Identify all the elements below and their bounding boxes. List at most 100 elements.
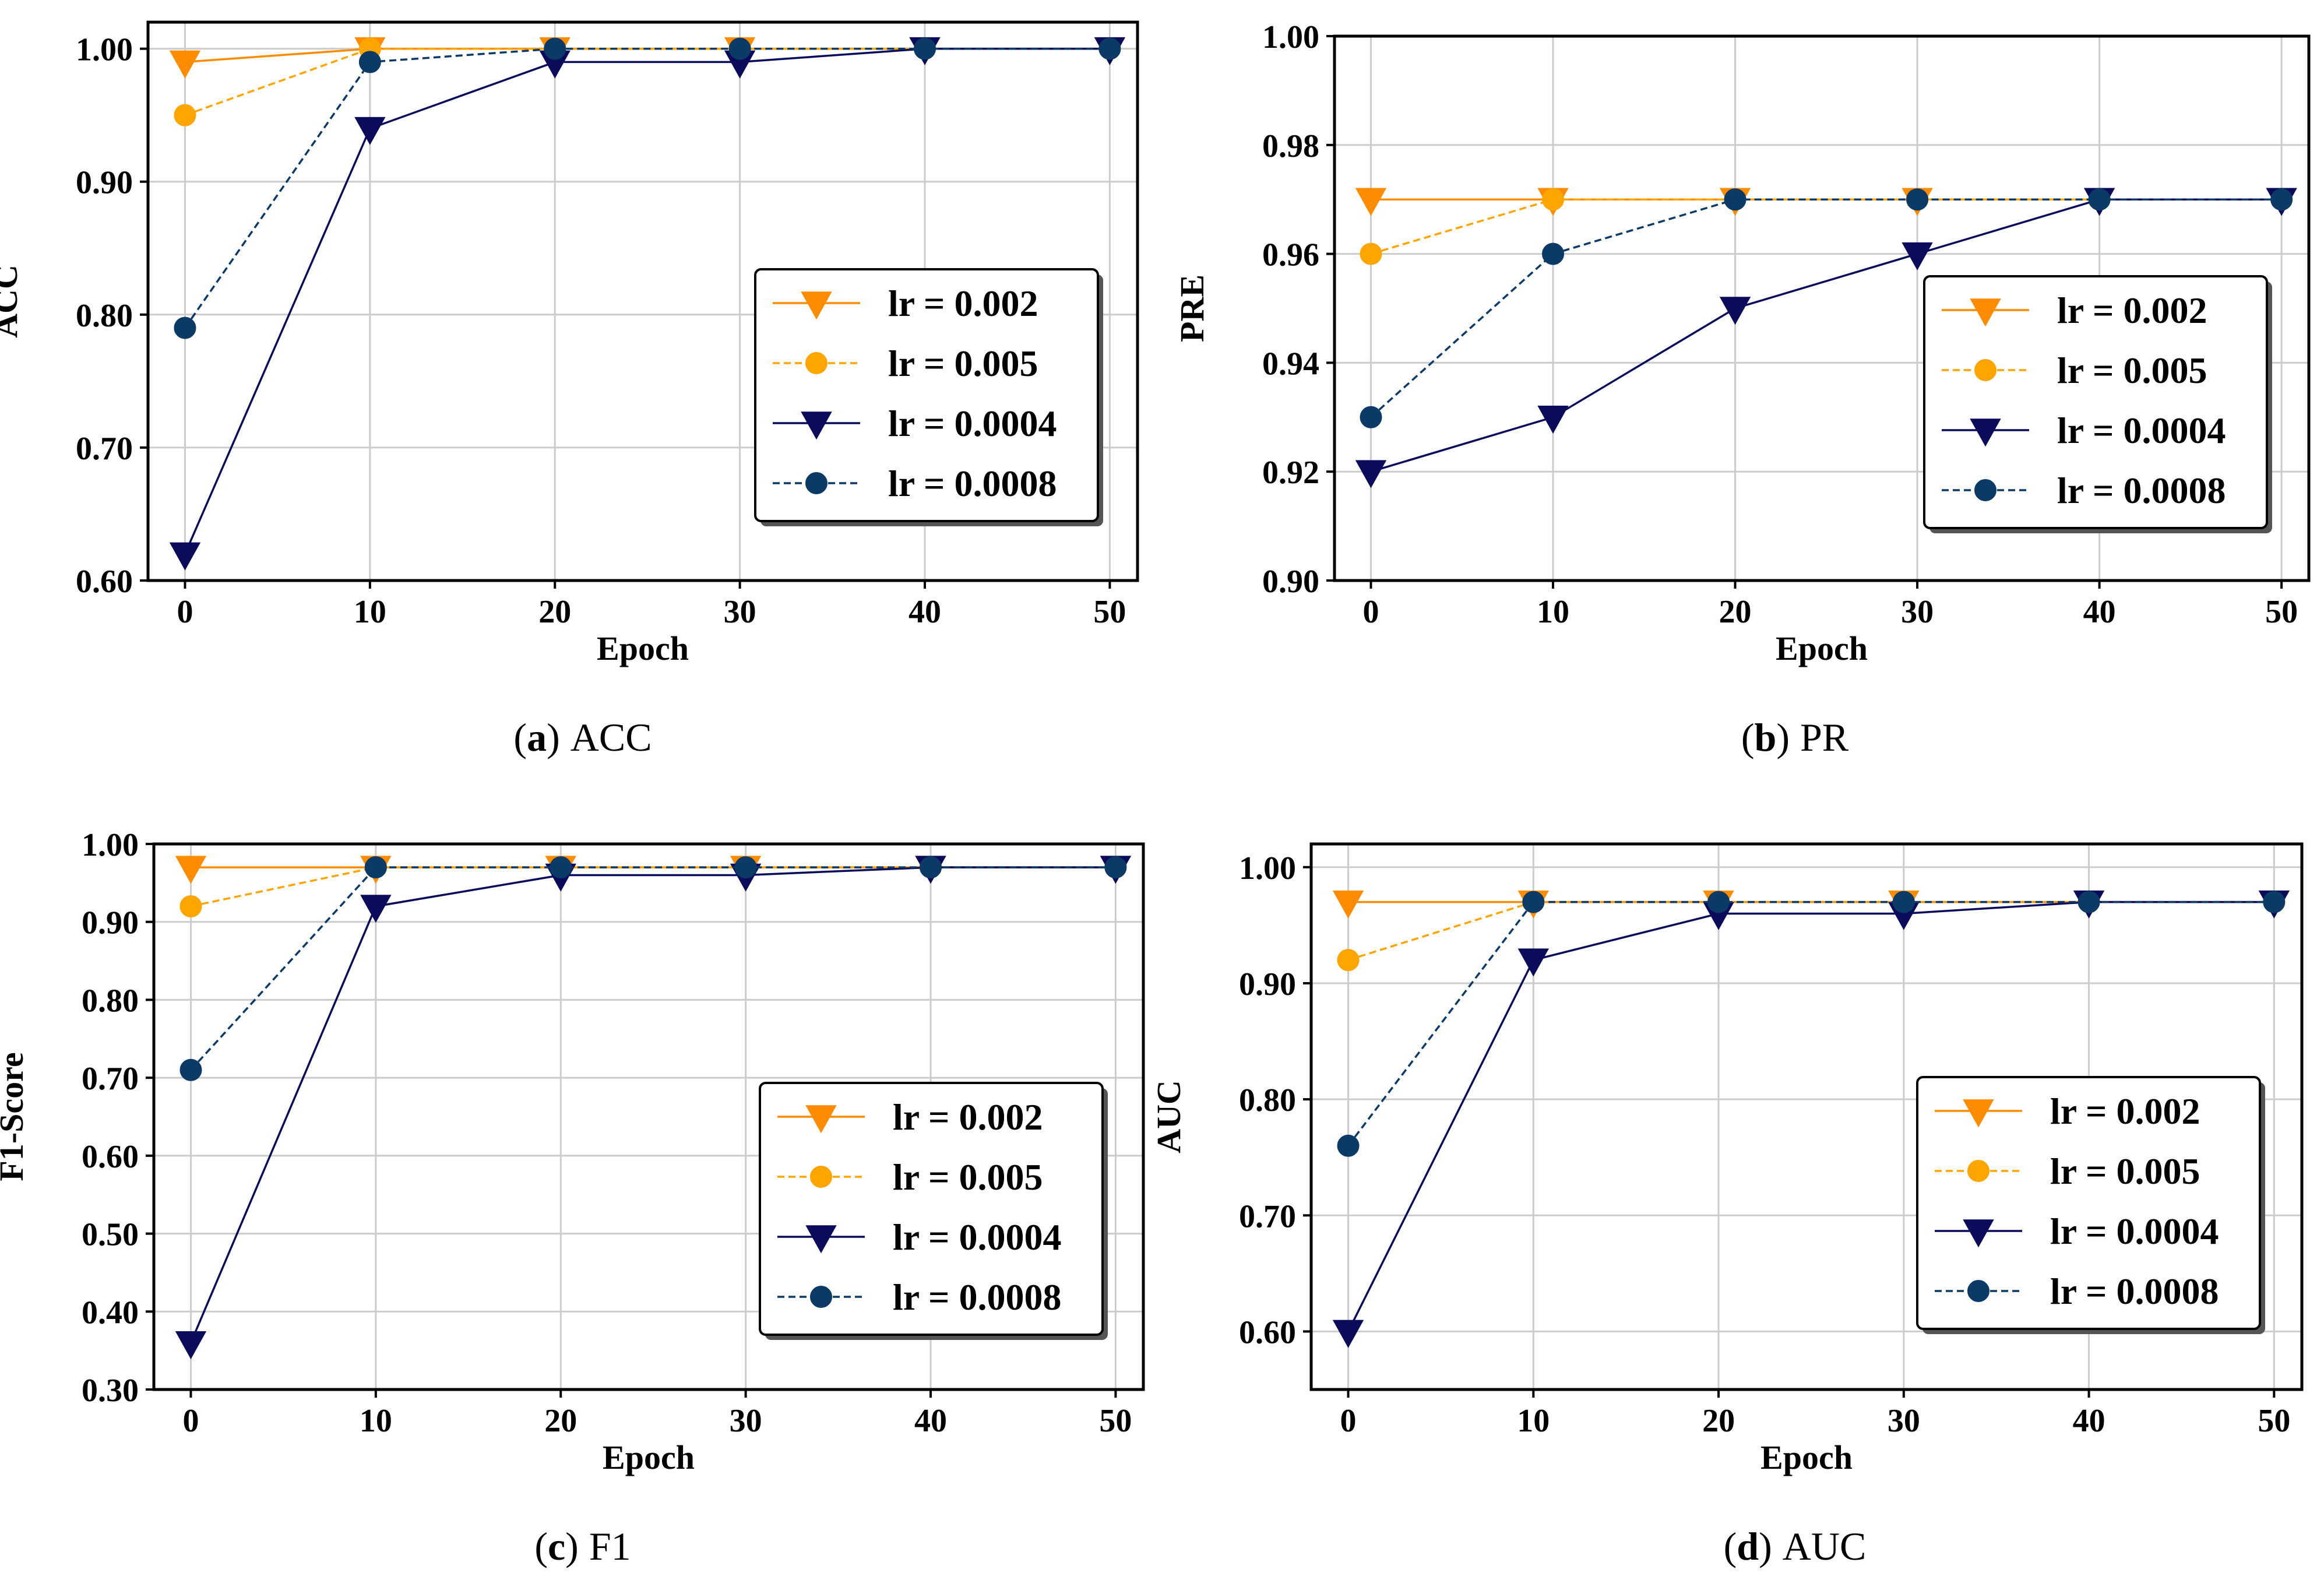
caption-text: AUC xyxy=(1783,1524,1867,1568)
y-axis-label: PRE xyxy=(1173,275,1211,342)
data-point xyxy=(1906,188,1929,211)
x-tick-label: 30 xyxy=(724,594,756,630)
y-tick-label: 1.00 xyxy=(1262,19,1319,55)
legend: lr = 0.002 lr = 0.005 lr = 0.0004 lr = 0.00… xyxy=(759,1082,1108,1340)
legend-marker xyxy=(1967,1280,1990,1302)
legend-label: lr = 0.005 xyxy=(2050,1151,2200,1192)
data-point xyxy=(364,856,387,879)
y-tick-label: 0.50 xyxy=(82,1217,139,1253)
data-point xyxy=(1542,188,1565,211)
legend-marker xyxy=(1967,1160,1990,1182)
data-point xyxy=(179,895,202,917)
legend-label: lr = 0.0008 xyxy=(893,1276,1062,1318)
data-point xyxy=(920,856,942,879)
panel-a: 0 10 20 30 40 50 0.60 0.70 0.80 0.90 1.00 Epoch ACC l… xyxy=(0,20,1139,759)
y-tick-label: 1.00 xyxy=(1239,850,1296,887)
caption-letter: d xyxy=(1737,1524,1759,1568)
y-tick-label: 0.98 xyxy=(1262,128,1319,164)
legend-marker xyxy=(1974,479,1996,501)
y-tick-label: 0.80 xyxy=(76,298,133,334)
series-2 xyxy=(1337,891,2286,972)
data-point xyxy=(1360,242,1382,265)
legend-marker xyxy=(1970,418,2001,447)
series-4 xyxy=(1337,891,2286,1157)
x-axis-label: Epoch xyxy=(1776,629,1868,667)
x-axis-label: Epoch xyxy=(1760,1438,1853,1476)
y-tick-label: 0.60 xyxy=(1239,1314,1296,1350)
x-tick-label: 0 xyxy=(1340,1403,1357,1439)
y-tick-label: 1.00 xyxy=(82,827,139,863)
grid xyxy=(1311,844,2302,1389)
legend-label: lr = 0.005 xyxy=(2057,350,2207,391)
legend-label: lr = 0.0004 xyxy=(888,403,1057,444)
series-1 xyxy=(169,37,1126,79)
legend-label: lr = 0.002 xyxy=(2050,1090,2200,1132)
legend-marker xyxy=(801,291,832,320)
data-point xyxy=(1104,856,1127,879)
legend-marker xyxy=(805,472,828,494)
legend-marker xyxy=(805,1105,837,1134)
y-tick-label: 0.90 xyxy=(1262,564,1319,600)
data-point xyxy=(1337,1134,1360,1157)
series-4 xyxy=(174,37,1121,339)
legend-marker xyxy=(801,411,832,440)
x-tick-label: 20 xyxy=(544,1403,577,1439)
data-point xyxy=(1707,891,1730,913)
caption-letter: c xyxy=(548,1524,565,1568)
x-tick-label: 30 xyxy=(1901,594,1934,630)
data-point xyxy=(728,37,751,60)
legend-marker xyxy=(810,1286,832,1308)
caption: (a) ACC xyxy=(513,715,652,759)
data-point xyxy=(1098,37,1121,60)
caption-paren-open: ( xyxy=(1724,1524,1737,1568)
x-tick-label: 10 xyxy=(354,594,386,630)
caption-paren-open: ( xyxy=(513,715,527,759)
legend-label: lr = 0.0008 xyxy=(2050,1271,2219,1312)
data-point xyxy=(734,856,757,879)
y-tick-label: 0.40 xyxy=(82,1294,139,1331)
x-tick-label: 30 xyxy=(730,1403,762,1439)
data-point xyxy=(1902,242,1933,270)
y-tick-label: 0.90 xyxy=(76,165,133,201)
y-tick-label: 0.90 xyxy=(1239,966,1296,1002)
data-point xyxy=(1360,406,1382,428)
data-point xyxy=(174,316,196,339)
plot-frame xyxy=(1333,34,2311,582)
data-point xyxy=(1337,949,1360,972)
x-tick-label: 20 xyxy=(1719,594,1752,630)
x-tick-label: 0 xyxy=(182,1403,199,1439)
y-tick-label: 0.30 xyxy=(82,1373,139,1409)
series-line xyxy=(189,866,1116,1343)
data-point xyxy=(1355,460,1387,488)
legend-marker xyxy=(1963,1219,1994,1248)
y-axis-label: ACC xyxy=(0,265,24,338)
legend-label: lr = 0.0008 xyxy=(2057,470,2226,511)
legend-label: lr = 0.005 xyxy=(893,1156,1043,1198)
data-point xyxy=(544,37,566,60)
data-point xyxy=(1355,188,1387,216)
legend-marker xyxy=(805,352,828,374)
x-tick-label: 40 xyxy=(2073,1403,2105,1439)
y-tick-label: 0.92 xyxy=(1262,455,1319,491)
legend-label: lr = 0.0004 xyxy=(2050,1211,2219,1252)
legend-label: lr = 0.005 xyxy=(888,343,1038,384)
x-tick-label: 40 xyxy=(914,1403,947,1439)
x-tick-label: 10 xyxy=(1537,594,1569,630)
x-tick-label: 0 xyxy=(177,594,193,630)
data-point xyxy=(175,856,207,884)
y-tick-label: 1.00 xyxy=(76,32,133,68)
legend-box xyxy=(754,268,1099,522)
data-point xyxy=(1724,188,1746,211)
x-axis-label: Epoch xyxy=(603,1438,695,1476)
data-point xyxy=(2088,188,2111,211)
legend-marker xyxy=(1963,1099,1994,1128)
data-point xyxy=(1719,297,1751,325)
caption-text: F1 xyxy=(589,1524,631,1568)
y-tick-label: 0.60 xyxy=(76,564,133,600)
legend-marker xyxy=(1974,359,1996,381)
caption-text: PR xyxy=(1800,715,1849,759)
data-point xyxy=(358,51,381,73)
data-point xyxy=(360,895,392,923)
legend: lr = 0.002 lr = 0.005 lr = 0.0004 lr = 0.00… xyxy=(1916,1076,2265,1334)
